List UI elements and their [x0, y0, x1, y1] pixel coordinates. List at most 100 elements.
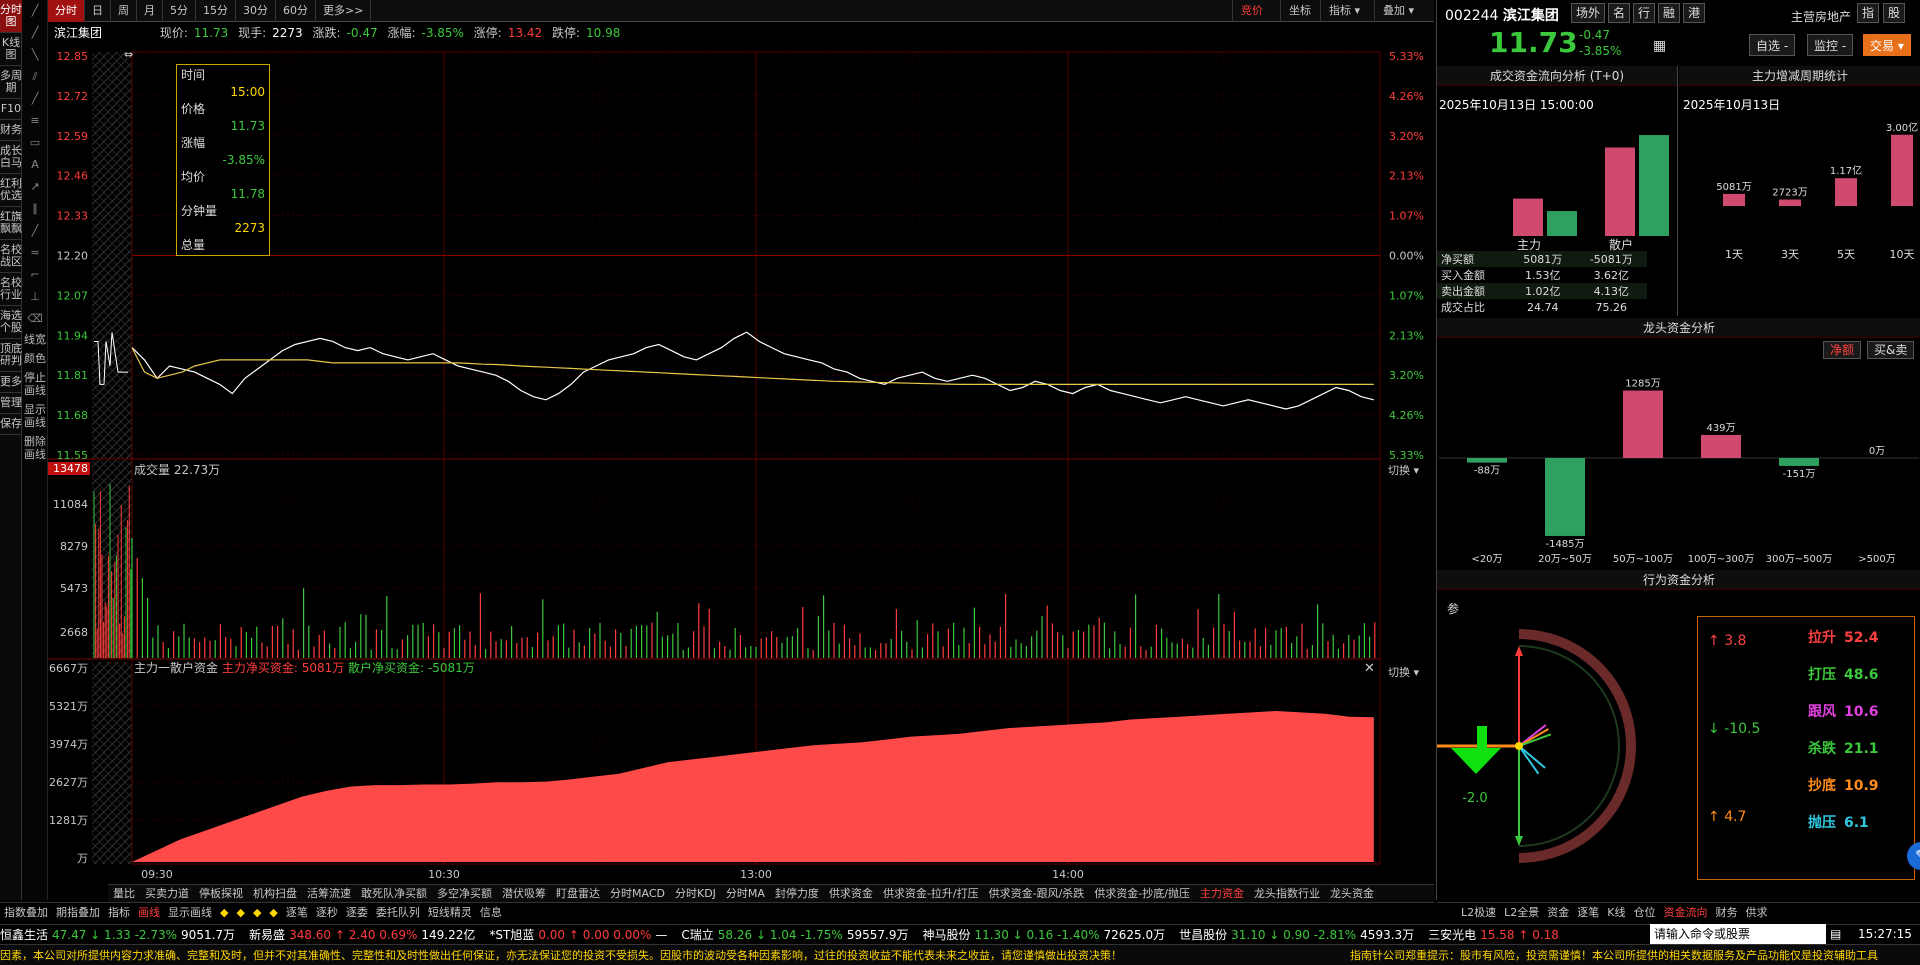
tool-row-item-9[interactable]: 逐笔 [285, 906, 308, 919]
delete-tool-icon[interactable]: ⌫ [27, 312, 43, 325]
auction-button[interactable]: 竞价 [1232, 0, 1271, 22]
left-nav-item-8[interactable]: 名校战区 [0, 240, 22, 273]
tool-vertical-2[interactable]: 停止画线 [24, 371, 46, 397]
right-bottom-tab-8[interactable]: 供求 [1745, 906, 1768, 919]
tool-row-item-12[interactable]: 委托队列 [375, 906, 420, 919]
period-tab-7[interactable]: 60分 [276, 0, 316, 22]
indicator-tab-1[interactable]: 买卖力道 [145, 887, 189, 900]
indicator-tab-2[interactable]: 停板探视 [199, 887, 243, 900]
hk-tab[interactable]: 港 [1683, 3, 1706, 23]
indicator-tab-19[interactable]: 龙头资金 [1330, 887, 1374, 900]
right-bottom-tab-2[interactable]: 资金 [1547, 906, 1570, 919]
indicator-tab-14[interactable]: 供求资金-拉升/打压 [882, 887, 979, 900]
left-nav-item-10[interactable]: 海选个股 [0, 306, 22, 339]
right-bottom-tab-1[interactable]: L2全景 [1504, 906, 1540, 919]
otc-tab[interactable]: 场外 [1571, 3, 1606, 23]
ray-tool-icon[interactable]: ╱ [31, 26, 39, 39]
indicator-tab-17[interactable]: 主力资金 [1200, 887, 1244, 900]
monitor-button[interactable]: 监控 - [1807, 34, 1854, 56]
indicator-tab-6[interactable]: 多空净买额 [437, 887, 492, 900]
fund-switch[interactable]: 切换 ▾ [1388, 665, 1419, 679]
period-tab-8[interactable]: 更多>> [316, 0, 372, 22]
add-watchlist-button[interactable]: 自选 - [1749, 34, 1796, 56]
tool-row-item-14[interactable]: 信息 [479, 906, 502, 919]
indicator-tab-8[interactable]: 盯盘雷达 [556, 887, 600, 900]
indicator-tab-3[interactable]: 机构扫盘 [253, 887, 297, 900]
command-search-input[interactable]: 请输入命令或股票 [1650, 924, 1826, 944]
parallel-tool-icon[interactable]: ⫽ [32, 70, 38, 83]
left-nav-item-3[interactable]: F10 [0, 99, 22, 120]
left-nav-item-6[interactable]: 红利优选 [0, 174, 22, 207]
cycle-tool-icon[interactable]: ∥ [32, 202, 38, 215]
indicator-tab-12[interactable]: 封停力度 [774, 887, 819, 900]
ticker-item[interactable]: C瑞立 58.26 ↓ 1.04 -1.75% 59557.9万 [681, 925, 908, 944]
fib-tool-icon[interactable]: ≡ [30, 114, 40, 127]
index-tab[interactable]: 指 [1857, 3, 1880, 23]
chat-assistant-icon[interactable]: ✎ [1907, 842, 1920, 870]
arrow-tool-icon[interactable]: ↗ [30, 180, 40, 193]
margin-tab[interactable]: 融 [1658, 3, 1681, 23]
mark-tool-icon[interactable]: ⊥ [30, 290, 40, 303]
indicator-tab-5[interactable]: 敢死队净买额 [361, 887, 427, 900]
net-amount-tab[interactable]: 净额 [1823, 341, 1862, 359]
trade-button[interactable]: 交易 ▾ [1863, 34, 1911, 56]
indicator-tab-18[interactable]: 龙头指数行业 [1254, 887, 1320, 900]
ticker-item[interactable]: 神马股份 11.30 ↓ 0.16 -1.40% 72625.0万 [922, 925, 1165, 944]
tool-vertical-4[interactable]: 删除画线 [24, 435, 46, 461]
right-bottom-tab-7[interactable]: 财务 [1715, 906, 1738, 919]
segment-tool-icon[interactable]: ╲ [31, 48, 39, 61]
tool-row-item-2[interactable]: 指标 [108, 906, 130, 919]
tool-vertical-0[interactable]: 线宽 [24, 333, 46, 346]
tool-row-item-5[interactable]: ◆ [220, 906, 229, 919]
close-icon[interactable]: ✕ [1364, 661, 1375, 676]
period-tab-4[interactable]: 5分 [163, 0, 196, 22]
left-nav-item-14[interactable]: 保存 [0, 414, 22, 435]
ticker-item[interactable]: 世昌股份 31.10 ↓ 0.90 -2.81% 4593.3万 [1179, 925, 1414, 944]
indicator-tab-13[interactable]: 供求资金 [828, 887, 873, 900]
tool-row-item-13[interactable]: 短线精灵 [427, 906, 472, 919]
period-tab-1[interactable]: 日 [85, 0, 111, 22]
tool-row-item-11[interactable]: 逐委 [345, 906, 368, 919]
ticker-item[interactable]: 新易盛 348.60 ↑ 2.40 0.69% 149.22亿 [249, 925, 475, 944]
tool-row-item-10[interactable]: 逐秒 [315, 906, 338, 919]
intraday-chart[interactable]: 12.85 5.33% 12.72 4.26% 12.59 3.20% 12.46 2.13%… [48, 44, 1434, 882]
tool-row-item-6[interactable]: ◆ [236, 906, 245, 919]
left-nav-item-4[interactable]: 财务 [0, 120, 22, 141]
period-tab-2[interactable]: 周 [111, 0, 137, 22]
tool-row-item-1[interactable]: 期指叠加 [56, 906, 100, 919]
tool-row-item-3[interactable]: 画线 [138, 906, 160, 919]
indicator-tab-0[interactable]: 量比 [113, 887, 135, 900]
ticker-item[interactable]: 三安光电 15.58 ↑ 0.18 [1428, 925, 1563, 944]
period-tab-3[interactable]: 月 [137, 0, 163, 22]
period-tab-5[interactable]: 15分 [196, 0, 236, 22]
wave-tool-icon[interactable]: ≈ [30, 246, 40, 259]
period-tab-0[interactable]: 分时 [48, 0, 85, 22]
ticker-item[interactable]: 恒鑫生活 47.47 ↓ 1.33 -2.73% 9051.7万 [0, 925, 235, 944]
indicator-tab-9[interactable]: 分时MACD [610, 887, 665, 900]
tool-row-item-4[interactable]: 显示画线 [168, 906, 212, 919]
right-bottom-tab-6[interactable]: 资金流向 [1663, 906, 1708, 919]
bracket-tool-icon[interactable]: ⌐ [30, 268, 40, 281]
right-bottom-tab-5[interactable]: 仓位 [1633, 906, 1656, 919]
calendar-icon[interactable]: ▦ [1653, 38, 1667, 54]
tool-row-item-7[interactable]: ◆ [252, 906, 262, 919]
line-tool-icon[interactable]: ╱ [31, 4, 39, 17]
indicator-tab-15[interactable]: 供求资金-跟风/杀跌 [988, 887, 1085, 900]
right-bottom-tab-0[interactable]: L2极速 [1461, 906, 1497, 919]
brush-tool-icon[interactable]: ╱ [31, 224, 39, 237]
buy-sell-tab[interactable]: 买&卖 [1867, 341, 1915, 359]
indicator-menu[interactable]: 指标 ▾ [1320, 0, 1368, 22]
left-nav-item-11[interactable]: 顶底研判 [0, 339, 22, 372]
coord-button[interactable]: 坐标 [1280, 0, 1319, 22]
left-nav-item-2[interactable]: 多周期 [0, 66, 22, 99]
indicator-tab-11[interactable]: 分时MA [725, 887, 765, 900]
indicator-tab-10[interactable]: 分时KDJ [674, 887, 716, 900]
left-nav-item-0[interactable]: 分时图 [0, 0, 22, 33]
expand-icon[interactable]: ⇔ [124, 48, 133, 61]
tool-vertical-3[interactable]: 显示画线 [24, 403, 46, 429]
tool-vertical-1[interactable]: 颜色 [24, 352, 46, 365]
volume-switch[interactable]: 切换 ▾ [1388, 463, 1419, 477]
famous-tab[interactable]: 名 [1608, 3, 1631, 23]
text-tool-icon[interactable]: A [31, 158, 39, 171]
ticker-item[interactable]: *ST旭蓝 0.00 ↑ 0.00 0.00% — [489, 925, 667, 944]
